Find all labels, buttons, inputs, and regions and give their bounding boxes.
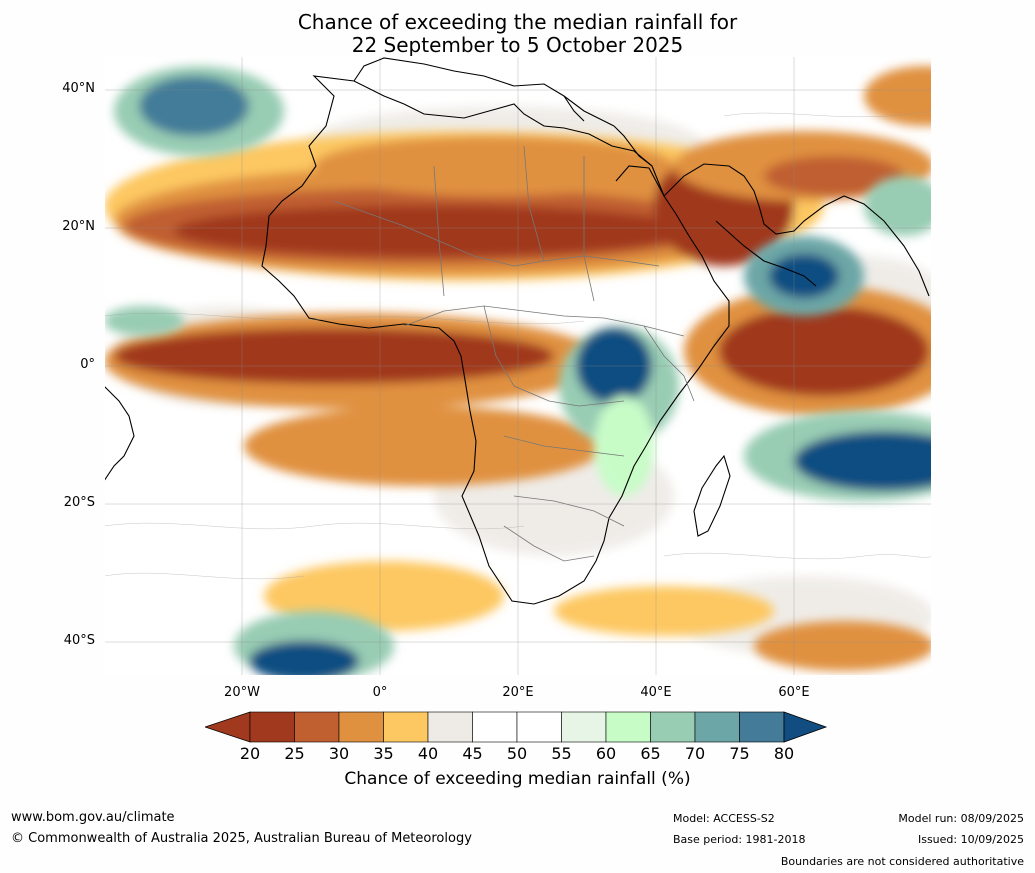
colorbar-tick-label: 50 [506, 744, 528, 763]
boundaries-disclaimer: Boundaries are not considered authoritat… [780, 855, 1024, 868]
lat-label-40n: 40°N [62, 81, 95, 96]
national-boundaries [333, 145, 695, 562]
colorbar-segment [249, 711, 295, 743]
colorbar-extend-high [783, 711, 828, 743]
colorbar-tick-label: 30 [328, 744, 350, 763]
lat-label-20n: 20°N [62, 219, 95, 234]
probability-contours [104, 110, 932, 580]
lon-label-20w: 20°W [224, 685, 260, 700]
lat-label-equator: 0° [80, 357, 95, 372]
website-link[interactable]: www.bom.gov.au/climate [11, 810, 175, 825]
colorbar-segment [383, 711, 429, 743]
colorbar-tick-label: 75 [729, 744, 750, 763]
lon-label-60e: 60°E [778, 685, 810, 700]
colorbar [205, 711, 828, 743]
colorbar-segment [338, 711, 384, 743]
map-gridlines [104, 56, 932, 676]
coastlines [104, 57, 930, 605]
lon-label-40e: 40°E [640, 685, 672, 700]
colorbar-segment [561, 711, 607, 743]
colorbar-tick-label: 20 [239, 744, 261, 763]
colorbar-segment [650, 711, 696, 743]
colorbar-tick-label: 40 [417, 744, 439, 763]
lat-label-20s: 20°S [63, 495, 95, 510]
colorbar-segment [605, 711, 651, 743]
lon-label-20e: 20°E [502, 685, 534, 700]
map-frame [104, 56, 932, 676]
colorbar-segment [516, 711, 562, 743]
colorbar-label: Chance of exceeding median rainfall (%) [344, 769, 691, 789]
colorbar-segment [427, 711, 473, 743]
colorbar-tick-label: 55 [551, 744, 572, 763]
colorbar-tick-label: 60 [595, 744, 617, 763]
base-period: Base period: 1981-2018 [673, 833, 806, 846]
issued-date: Issued: 10/09/2025 [917, 833, 1024, 846]
colorbar-tick-label: 45 [462, 744, 483, 763]
colorbar-segment [472, 711, 518, 743]
map-title-line-1: Chance of exceeding the median rainfall … [297, 10, 738, 34]
map-title-line-2: 22 September to 5 October 2025 [351, 33, 684, 57]
colorbar-segment [294, 711, 340, 743]
colorbar-tick-label: 80 [773, 744, 795, 763]
colorbar-tick-label: 25 [284, 744, 305, 763]
colorbar-segment [739, 711, 785, 743]
colorbar-tick-label: 65 [640, 744, 661, 763]
colorbar-tick-label: 70 [684, 744, 706, 763]
model-run-date: Model run: 08/09/2025 [898, 812, 1024, 825]
model-name: Model: ACCESS-S2 [673, 812, 775, 825]
rainfall-probability-map [104, 56, 932, 676]
colorbar-extend-low [205, 711, 251, 743]
colorbar-tick-label: 35 [373, 744, 394, 763]
lon-label-0: 0° [372, 685, 388, 700]
colorbar-segment [694, 711, 740, 743]
below-median-zones [104, 66, 932, 671]
copyright-text: © Commonwealth of Australia 2025, Austra… [11, 831, 472, 846]
lat-label-40s: 40°S [63, 633, 95, 648]
